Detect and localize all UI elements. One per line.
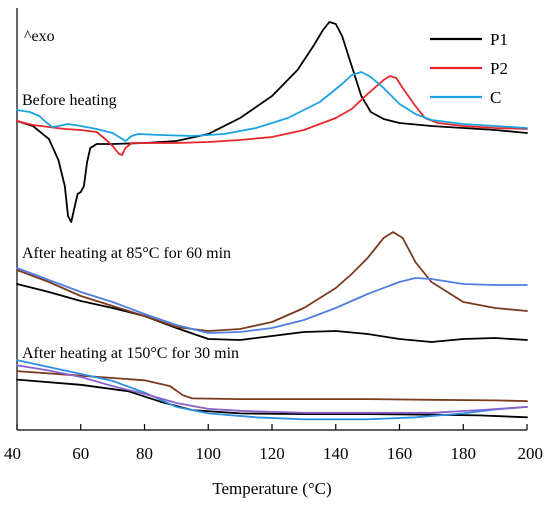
- legend-label-p2: P2: [490, 59, 508, 78]
- x-tick-label: 160: [387, 444, 413, 463]
- panel-label-2: After heating at 85°C for 60 min: [22, 245, 231, 262]
- panel-label-1: Before heating: [22, 92, 117, 109]
- series-line-panel1-c: [16, 71, 528, 142]
- series-line-panel3-purple: [16, 364, 528, 414]
- series-line-panel2-p1: [16, 283, 528, 343]
- series-line-panel1-p1: [16, 21, 528, 223]
- legend: P1 P2 C: [430, 30, 508, 107]
- x-axis-title: Temperature (°C): [212, 479, 331, 498]
- panel-label-3: After heating at 150°C for 30 min: [22, 345, 239, 362]
- panel-labels: Before heating After heating at 85°C for …: [22, 92, 239, 362]
- x-ticks: 40 60 80 100 120 140 160 180 200: [4, 424, 543, 463]
- legend-label-p1: P1: [490, 30, 508, 49]
- series-line-panel3-p2: [16, 370, 528, 402]
- curves: [16, 21, 528, 421]
- series-line-panel3-c: [16, 359, 528, 421]
- x-tick-label: 180: [451, 444, 477, 463]
- x-tick-label: 140: [323, 444, 349, 463]
- x-tick-label: 80: [136, 444, 153, 463]
- x-tick-label: 40: [4, 444, 21, 463]
- x-tick-label: 120: [259, 444, 285, 463]
- series-line-panel2-c: [16, 267, 528, 334]
- series-line-panel2-p2: [16, 231, 528, 332]
- series-line-panel1-p2: [16, 75, 528, 156]
- x-tick-label: 100: [196, 444, 222, 463]
- x-tick-label: 200: [518, 444, 544, 463]
- x-tick-label: 60: [72, 444, 89, 463]
- legend-label-c: C: [490, 88, 501, 107]
- exo-label: ^exo: [24, 28, 55, 45]
